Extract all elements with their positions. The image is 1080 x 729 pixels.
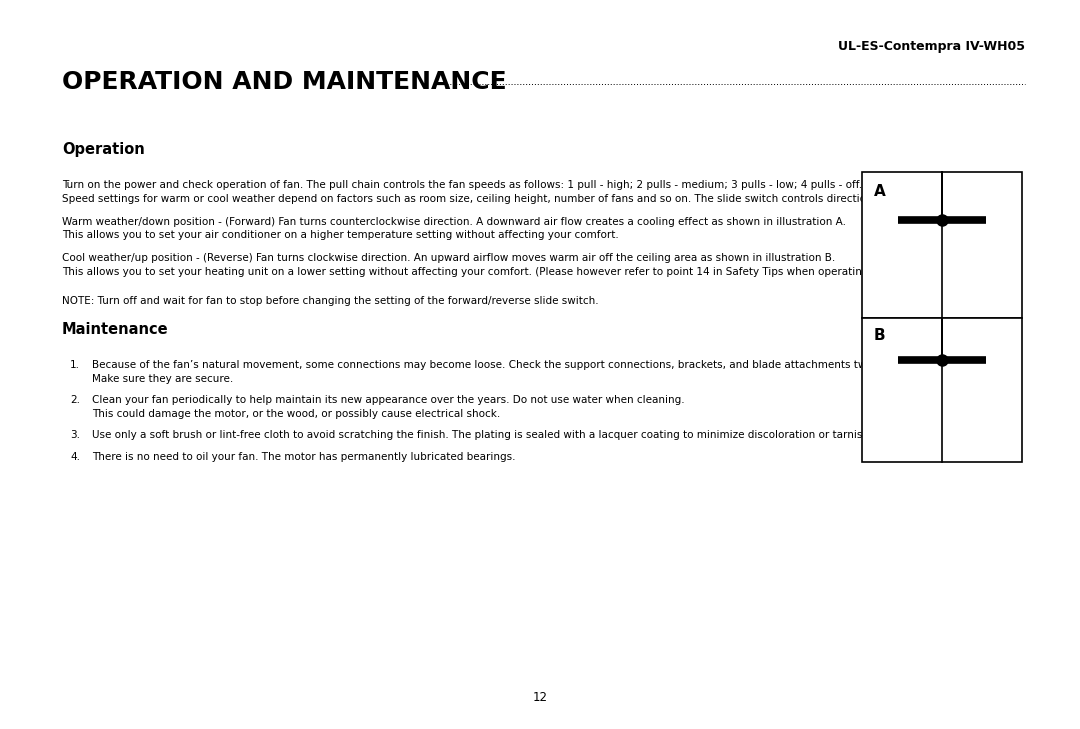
Text: Use only a soft brush or lint-free cloth to avoid scratching the finish. The pla: Use only a soft brush or lint-free cloth… <box>92 431 889 440</box>
Text: UL-ES-Contempra IV-WH05: UL-ES-Contempra IV-WH05 <box>838 40 1025 53</box>
Text: Turn on the power and check operation of fan. The pull chain controls the fan sp: Turn on the power and check operation of… <box>62 180 862 190</box>
Text: 12: 12 <box>532 691 548 704</box>
Text: This could damage the motor, or the wood, or possibly cause electrical shock.: This could damage the motor, or the wood… <box>92 409 500 419</box>
Text: Speed settings for warm or cool weather depend on factors such as room size, cei: Speed settings for warm or cool weather … <box>62 193 980 203</box>
Text: Maintenance: Maintenance <box>62 322 168 338</box>
Text: Operation: Operation <box>62 142 145 157</box>
FancyBboxPatch shape <box>862 318 1022 462</box>
Text: Clean your fan periodically to help maintain its new appearance over the years. : Clean your fan periodically to help main… <box>92 396 685 405</box>
Text: Because of the fan’s natural movement, some connections may become loose. Check : Because of the fan’s natural movement, s… <box>92 361 920 370</box>
FancyBboxPatch shape <box>862 172 1022 318</box>
Text: Cool weather/up position - (Reverse) Fan turns clockwise direction. An upward ai: Cool weather/up position - (Reverse) Fan… <box>62 253 835 263</box>
Text: Warm weather/down position - (Forward) Fan turns counterclockwise direction. A d: Warm weather/down position - (Forward) F… <box>62 217 846 227</box>
Text: NOTE: Turn off and wait for fan to stop before changing the setting of the forwa: NOTE: Turn off and wait for fan to stop … <box>62 296 598 306</box>
Text: 1.: 1. <box>70 361 80 370</box>
Text: 3.: 3. <box>70 431 80 440</box>
Text: 2.: 2. <box>70 396 80 405</box>
Text: Make sure they are secure.: Make sure they are secure. <box>92 374 233 384</box>
Text: 4.: 4. <box>70 452 80 462</box>
Text: B: B <box>874 328 886 343</box>
Text: This allows you to set your heating unit on a lower setting without affecting yo: This allows you to set your heating unit… <box>62 267 956 277</box>
Text: This allows you to set your air conditioner on a higher temperature setting with: This allows you to set your air conditio… <box>62 230 619 240</box>
Text: There is no need to oil your fan. The motor has permanently lubricated bearings.: There is no need to oil your fan. The mo… <box>92 452 515 462</box>
Text: A: A <box>874 184 886 199</box>
Text: OPERATION AND MAINTENANCE: OPERATION AND MAINTENANCE <box>62 70 507 94</box>
